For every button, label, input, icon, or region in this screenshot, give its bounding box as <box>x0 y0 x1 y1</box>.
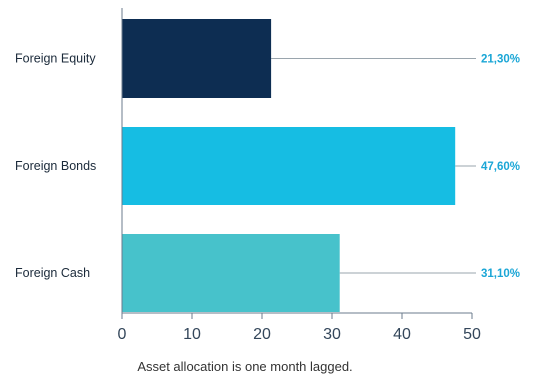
x-tick-label: 20 <box>253 326 271 343</box>
category-labels: Foreign Equity Foreign Bonds Foreign Cash <box>15 52 96 281</box>
category-label: Foreign Equity <box>15 52 96 66</box>
x-axis: 0 10 20 30 40 50 <box>118 8 481 343</box>
bars-layer <box>122 19 476 312</box>
category-label: Foreign Cash <box>15 266 90 280</box>
value-labels: 21,30% 47,60% 31,10% <box>481 54 520 281</box>
footnote: Asset allocation is one month lagged. <box>137 359 353 374</box>
value-label: 21,30% <box>481 54 520 66</box>
value-label: 31,10% <box>481 268 520 280</box>
x-tick-label: 10 <box>183 326 201 343</box>
x-tick-label: 30 <box>323 326 341 343</box>
x-tick-label: 50 <box>463 326 481 343</box>
bar <box>122 127 456 205</box>
x-tick-label: 0 <box>118 326 127 343</box>
x-tick-label: 40 <box>393 326 411 343</box>
bar <box>122 234 340 312</box>
bar <box>122 19 272 98</box>
value-label: 47,60% <box>481 161 520 173</box>
category-label: Foreign Bonds <box>15 159 96 173</box>
